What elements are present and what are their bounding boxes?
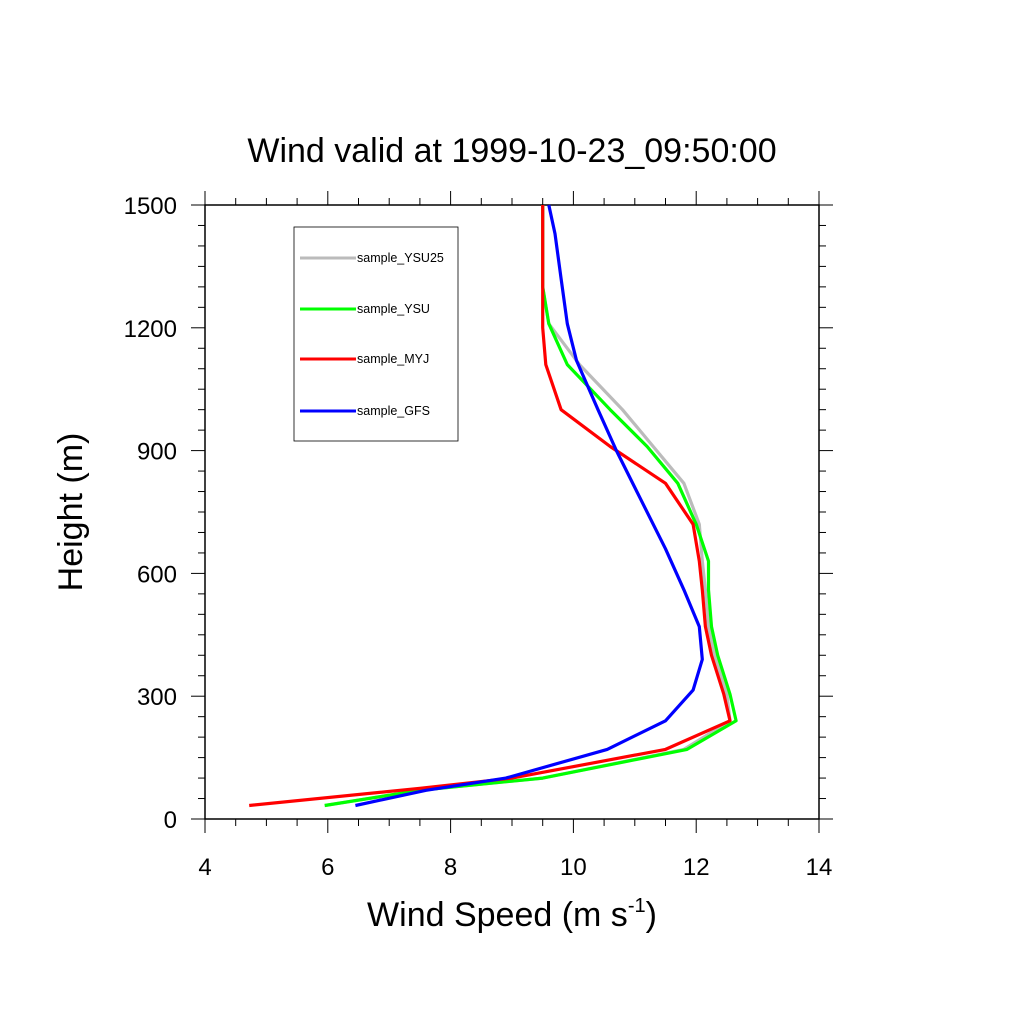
y-tick-label: 0: [164, 807, 177, 834]
series-line-sample_YSU: [324, 205, 738, 808]
series-line-sample_GFS: [355, 204, 704, 808]
x-axis-label: Wind Speed (m s-1): [367, 895, 657, 934]
x-axis-label-sup: -1: [628, 895, 646, 917]
legend: sample_YSU25 sample_YSU sample_MYJ sample_G…: [293, 226, 459, 442]
legend-label: sample_GFS: [357, 404, 430, 418]
series-layer: [249, 204, 738, 808]
tick-labels: 4 6 8 10 12 14 0 300 600 900 1200 1500: [124, 193, 833, 881]
y-tick-label: 900: [137, 439, 177, 466]
legend-label: sample_YSU: [357, 302, 430, 316]
axis-ticks: [191, 191, 833, 833]
legend-label: sample_MYJ: [357, 352, 429, 366]
legend-box: [293, 226, 459, 442]
x-tick-label: 8: [444, 854, 457, 881]
x-tick-label: 14: [806, 854, 833, 881]
x-axis-label-end: ): [646, 896, 657, 934]
x-tick-label: 4: [198, 854, 211, 881]
legend-items: sample_YSU25 sample_YSU sample_MYJ sample_G…: [300, 251, 444, 418]
y-tick-label: 600: [137, 561, 177, 588]
y-tick-label: 300: [137, 684, 177, 711]
y-tick-label: 1500: [124, 193, 177, 220]
x-tick-label: 10: [560, 854, 587, 881]
series-line-sample_MYJ: [249, 205, 732, 808]
y-tick-label: 1200: [124, 316, 177, 343]
y-axis-label: Height (m): [52, 433, 90, 592]
x-tick-label: 6: [321, 854, 334, 881]
legend-label: sample_YSU25: [357, 251, 444, 265]
chart-title: Wind valid at 1999-10-23_09:50:00: [247, 132, 776, 170]
x-axis-label-main: Wind Speed (m s: [367, 896, 628, 934]
x-tick-label: 12: [683, 854, 710, 881]
